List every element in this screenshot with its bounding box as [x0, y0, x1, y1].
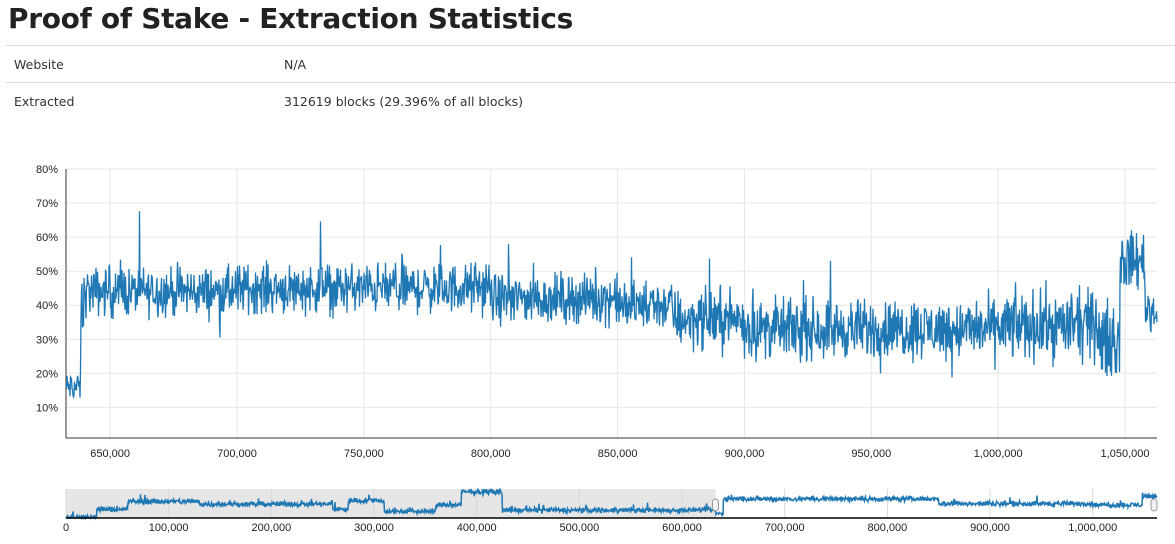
info-table: Website N/A Extracted 312619 blocks (29.…: [6, 45, 1175, 119]
y-tick-label: 10%: [36, 402, 58, 414]
navigator-tick-label: 100,000: [149, 522, 189, 534]
navigator-tick-label: 300,000: [354, 522, 394, 534]
navigator-tick-label: 600,000: [662, 522, 702, 534]
page-title: Proof of Stake - Extraction Statistics: [8, 2, 574, 35]
y-tick-label: 80%: [36, 164, 58, 176]
navigator-tick-label: 700,000: [765, 522, 805, 534]
navigator-tick-label: 500,000: [559, 522, 599, 534]
extracted-value: 312619 blocks (29.396% of all blocks): [276, 82, 1175, 119]
x-tick-label: 900,000: [725, 448, 765, 460]
y-tick-label: 70%: [36, 198, 58, 210]
navigator-right-handle[interactable]: [1150, 498, 1158, 512]
x-tick-label: 750,000: [344, 448, 384, 460]
x-tick-label: 650,000: [90, 448, 130, 460]
navigator-tick-label: 400,000: [457, 522, 497, 534]
navigator-tick-label: 0: [63, 522, 69, 534]
table-row: Website N/A: [6, 45, 1175, 83]
x-tick-label: 700,000: [217, 448, 257, 460]
website-label: Website: [6, 45, 276, 83]
x-tick-label: 850,000: [598, 448, 638, 460]
navigator-tick-label: 800,000: [867, 522, 907, 534]
website-value: N/A: [276, 45, 1175, 83]
x-tick-label: 800,000: [471, 448, 511, 460]
y-tick-label: 30%: [36, 334, 58, 346]
y-tick-label: 60%: [36, 232, 58, 244]
x-tick-label: 1,000,000: [974, 448, 1023, 460]
navigator-left-handle[interactable]: [712, 498, 720, 512]
navigator-tick-label: 900,000: [970, 522, 1010, 534]
y-tick-label: 40%: [36, 300, 58, 312]
x-tick-label: 950,000: [851, 448, 891, 460]
y-tick-label: 20%: [36, 368, 58, 380]
extracted-label: Extracted: [6, 82, 276, 119]
navigator-unselected-mask: [66, 489, 716, 518]
x-tick-label: 1,050,000: [1101, 448, 1150, 460]
navigator-tick-label: 200,000: [251, 522, 291, 534]
y-tick-label: 50%: [36, 266, 58, 278]
series-line-extraction: [65, 211, 1158, 400]
navigator-tick-label: 1,000,000: [1068, 522, 1117, 534]
table-row: Extracted 312619 blocks (29.396% of all …: [6, 82, 1175, 119]
navigator-series-line: [65, 487, 1158, 521]
